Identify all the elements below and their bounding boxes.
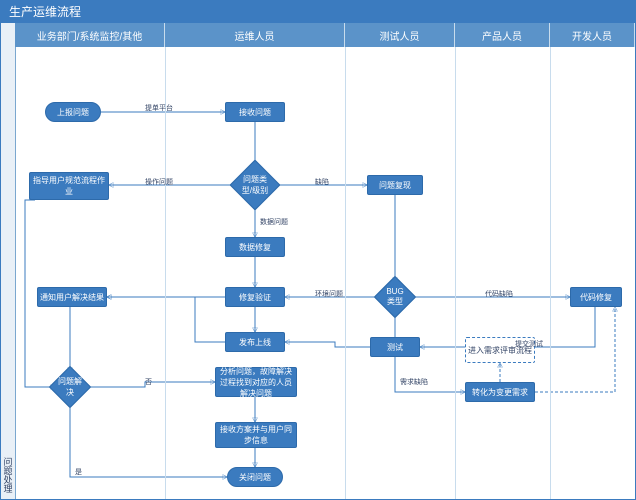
node-n_solved: 问题解决 (49, 366, 91, 408)
node-n_change: 转化为变更需求 (465, 382, 535, 402)
node-n_bug: BUG类型 (374, 276, 416, 318)
lane-separator (345, 47, 346, 499)
node-n_pub: 发布上线 (225, 332, 285, 352)
lane-separator (455, 47, 456, 499)
node-n_type: 问题类型/级别 (230, 160, 281, 211)
edge-label: 环境问题 (315, 289, 343, 299)
node-n_code: 代码修复 (570, 287, 622, 307)
edge-label: 提单平台 (145, 103, 173, 113)
edge-label: 数据问题 (260, 217, 288, 227)
edge-n_solved-n_close (70, 402, 227, 477)
edges-layer (15, 47, 635, 499)
edge-label: 是 (75, 467, 82, 477)
node-n_test: 测试 (370, 337, 420, 357)
edge-label: 代码缺陷 (485, 289, 513, 299)
lane-header-dev: 开发人员 (550, 23, 635, 47)
lane-header-ops: 运维人员 (165, 23, 345, 47)
diagram-title: 生产运维流程 (1, 1, 635, 23)
lane-separator (550, 47, 551, 499)
lane-separator (165, 47, 166, 499)
node-n_recv: 接收问题 (225, 102, 285, 122)
node-n_fixv: 修复验证 (225, 287, 285, 307)
side-label: 问题处理 (1, 23, 16, 499)
node-n_analyze: 分析问题，故障解决过程找到对应的人员解决问题 (215, 367, 297, 397)
lane-header-band: 业务部门/系统监控/其他运维人员测试人员产品人员开发人员 (15, 23, 635, 47)
edge-label: 否 (145, 377, 152, 387)
edge-n_change-n_code (535, 307, 615, 392)
node-n_sync: 接收方案并与用户同步信息 (215, 422, 297, 448)
edge-n_test-n_pub (285, 342, 370, 347)
lane-header-prod: 产品人员 (455, 23, 550, 47)
lane-header-biz: 业务部门/系统监控/其他 (15, 23, 165, 47)
edge-n_pub-n_notify (107, 297, 225, 342)
lane-header-test: 测试人员 (345, 23, 455, 47)
node-n_repro: 问题复现 (367, 175, 423, 195)
node-n_guide: 指导用户规范流程作业 (29, 172, 109, 200)
flow-canvas: 上报问题指导用户规范流程作业通知用户解决结果问题解决 接收问题问题类型/级别数据修… (15, 47, 635, 499)
edge-label: 提交测试 (515, 339, 543, 349)
diagram-root: 生产运维流程 问题处理 业务部门/系统监控/其他运维人员测试人员产品人员开发人员… (0, 0, 636, 500)
edge-label: 操作问题 (145, 177, 173, 187)
edge-label: 需求缺陷 (400, 377, 428, 387)
node-n_report: 上报问题 (45, 102, 101, 122)
node-n_close: 关闭问题 (227, 467, 283, 487)
edge-label: 缺陷 (315, 177, 329, 187)
node-n_notify: 通知用户解决结果 (37, 287, 107, 307)
node-n_dfix: 数据修复 (225, 237, 285, 257)
